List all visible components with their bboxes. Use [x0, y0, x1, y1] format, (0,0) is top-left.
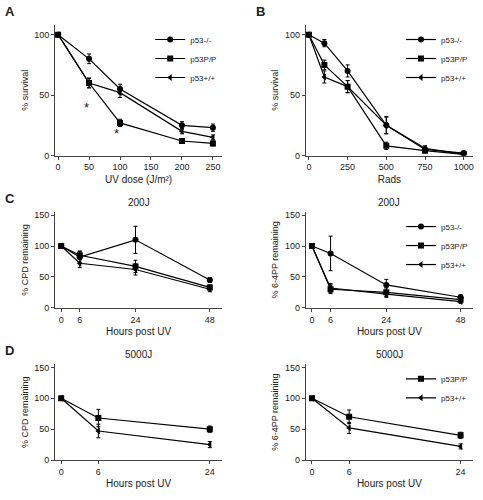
svg-text:100: 100: [285, 30, 300, 40]
svg-text:0: 0: [56, 162, 61, 172]
svg-text:150: 150: [285, 210, 300, 220]
svg-text:150: 150: [34, 210, 49, 220]
svg-text:p53-/-: p53-/-: [441, 36, 462, 45]
svg-text:Hours post UV: Hours post UV: [106, 478, 171, 489]
svg-text:48: 48: [456, 315, 466, 325]
svg-text:p53+/+: p53+/+: [441, 394, 466, 403]
svg-text:500: 500: [379, 162, 394, 172]
svg-text:0: 0: [306, 162, 311, 172]
svg-text:1000: 1000: [454, 162, 474, 172]
svg-text:0: 0: [309, 315, 314, 325]
svg-text:24: 24: [205, 467, 215, 477]
svg-text:UV dose (J/m²): UV dose (J/m²): [105, 174, 172, 185]
svg-text:100: 100: [34, 30, 49, 40]
svg-text:D: D: [5, 343, 14, 358]
svg-text:50: 50: [84, 162, 94, 172]
svg-text:% survival: % survival: [270, 70, 280, 111]
svg-text:50: 50: [39, 90, 49, 100]
svg-text:50: 50: [39, 272, 49, 282]
svg-text:p53P/P: p53P/P: [190, 55, 216, 64]
svg-text:100: 100: [113, 162, 128, 172]
svg-text:24: 24: [381, 315, 391, 325]
svg-text:100: 100: [34, 393, 49, 403]
svg-text:100: 100: [34, 241, 49, 251]
svg-text:48: 48: [205, 315, 215, 325]
svg-text:24: 24: [130, 315, 140, 325]
svg-text:0: 0: [44, 151, 49, 161]
svg-text:100: 100: [285, 241, 300, 251]
svg-text:% 6-4PP remaining: % 6-4PP remaining: [270, 373, 280, 450]
svg-text:50: 50: [290, 272, 300, 282]
svg-text:% CPD remaining: % CPD remaining: [20, 224, 30, 296]
svg-text:B: B: [256, 4, 265, 19]
svg-text:0: 0: [59, 315, 64, 325]
svg-text:50: 50: [290, 90, 300, 100]
svg-text:6: 6: [347, 467, 352, 477]
svg-text:% survival: % survival: [20, 70, 30, 111]
svg-text:*: *: [84, 100, 89, 115]
svg-text:Rads: Rads: [378, 174, 401, 185]
svg-text:0: 0: [59, 467, 64, 477]
svg-text:*: *: [114, 126, 119, 141]
svg-text:150: 150: [34, 363, 49, 373]
svg-text:150: 150: [285, 363, 300, 373]
svg-text:200J: 200J: [378, 197, 400, 208]
svg-text:250: 250: [205, 162, 220, 172]
svg-text:Hours post UV: Hours post UV: [106, 326, 171, 337]
svg-text:250: 250: [340, 162, 355, 172]
svg-text:0: 0: [295, 303, 300, 313]
svg-text:% CPD remaining: % CPD remaining: [20, 376, 30, 448]
svg-text:6: 6: [328, 315, 333, 325]
svg-text:0: 0: [309, 467, 314, 477]
svg-text:5000J: 5000J: [376, 349, 403, 360]
svg-text:6: 6: [96, 467, 101, 477]
svg-text:200J: 200J: [128, 197, 150, 208]
svg-text:5000J: 5000J: [125, 349, 152, 360]
svg-text:0: 0: [44, 303, 49, 313]
svg-text:p53-/-: p53-/-: [190, 36, 211, 45]
svg-text:Hours post UV: Hours post UV: [357, 326, 422, 337]
svg-text:Hours post UV: Hours post UV: [357, 478, 422, 489]
svg-text:0: 0: [295, 151, 300, 161]
svg-text:6: 6: [77, 315, 82, 325]
svg-text:200: 200: [174, 162, 189, 172]
svg-text:A: A: [5, 4, 15, 19]
svg-text:p53P/P: p53P/P: [441, 242, 467, 251]
svg-text:50: 50: [290, 424, 300, 434]
svg-text:C: C: [5, 191, 15, 206]
svg-text:24: 24: [456, 467, 466, 477]
svg-text:p53-/-: p53-/-: [441, 223, 462, 232]
svg-text:0: 0: [295, 455, 300, 465]
svg-text:100: 100: [285, 393, 300, 403]
svg-text:0: 0: [44, 455, 49, 465]
svg-text:p53+/+: p53+/+: [190, 74, 215, 83]
svg-text:p53P/P: p53P/P: [441, 375, 467, 384]
svg-text:750: 750: [417, 162, 432, 172]
svg-text:50: 50: [39, 424, 49, 434]
svg-text:150: 150: [143, 162, 158, 172]
svg-text:p53+/+: p53+/+: [441, 261, 466, 270]
svg-text:p53P/P: p53P/P: [441, 55, 467, 64]
svg-text:% 6-4PP remaining: % 6-4PP remaining: [270, 221, 280, 298]
svg-text:p53+/+: p53+/+: [441, 74, 466, 83]
